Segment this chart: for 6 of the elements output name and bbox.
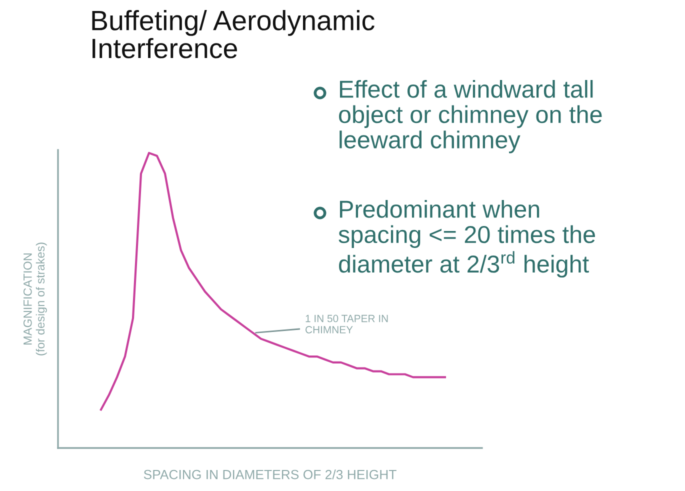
annotation: 1 IN 50 TAPER IN CHIMNEY [306,314,388,334]
annotation: Effect of a windward tall object or chimney on the leeward chimney [339,80,602,154]
annotation: Predominant when spacing <= 20 times the diameter at 2/3$^{rd}$ height [338,200,595,278]
chart-title: Buffeting/ Aerodynamic Interference [92,10,374,58]
y-axis-title: MAGNIFICATION (for design of strakes) [23,242,47,356]
x-axis-title: SPACING IN DIAMETERS OF 2/3 HEIGHT [144,470,396,480]
